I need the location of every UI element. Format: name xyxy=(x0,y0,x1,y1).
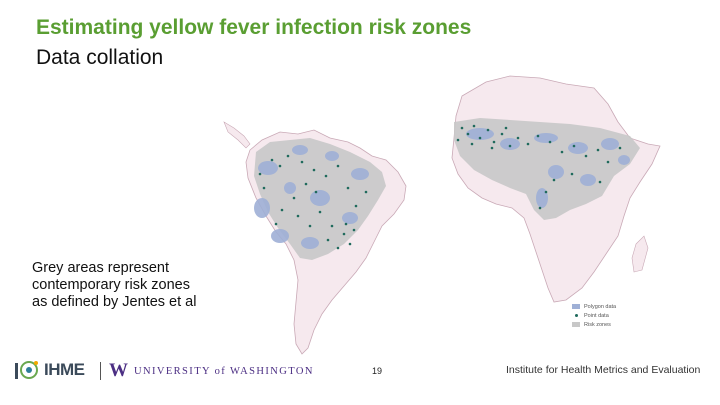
map-caption: Grey areas represent contemporary risk z… xyxy=(32,260,197,310)
legend-label: Point data xyxy=(584,312,609,319)
legend-swatch-risk xyxy=(572,322,580,327)
legend-item-polygon: Polygon data xyxy=(572,302,616,311)
slide-subtitle: Data collation xyxy=(36,46,164,69)
map-graphic xyxy=(223,75,661,355)
madagascar-landmass xyxy=(631,235,649,273)
africa-polygon-data xyxy=(466,128,630,208)
ihme-logo-text: IHME xyxy=(44,360,85,379)
legend-swatch-point xyxy=(575,314,578,317)
page-number: 19 xyxy=(372,366,383,376)
central-america-landmass xyxy=(223,121,251,149)
ihme-logo: IHME xyxy=(14,358,85,382)
africa-point-data xyxy=(456,124,622,210)
uw-w-icon: W xyxy=(109,360,128,381)
south-america-polygon-data xyxy=(254,145,369,249)
uw-logo-text: UNIVERSITY of WASHINGTON xyxy=(134,365,314,377)
uw-logo: W UNIVERSITY of WASHINGTON xyxy=(100,360,314,382)
south-america-point-data xyxy=(258,154,368,250)
ihme-globe-icon xyxy=(15,361,38,379)
legend-item-point: Point data xyxy=(572,311,616,320)
risk-zone-map xyxy=(210,48,700,360)
legend-item-risk: Risk zones xyxy=(572,320,616,329)
legend-label: Risk zones xyxy=(584,321,611,328)
slide-title: Estimating yellow fever infection risk z… xyxy=(36,16,472,39)
map-legend: Polygon data Point data Risk zones xyxy=(572,302,616,329)
logo-divider xyxy=(100,362,101,380)
legend-label: Polygon data xyxy=(584,303,617,310)
legend-swatch-polygon xyxy=(572,304,580,309)
institute-name: Institute for Health Metrics and Evaluat… xyxy=(506,364,701,376)
